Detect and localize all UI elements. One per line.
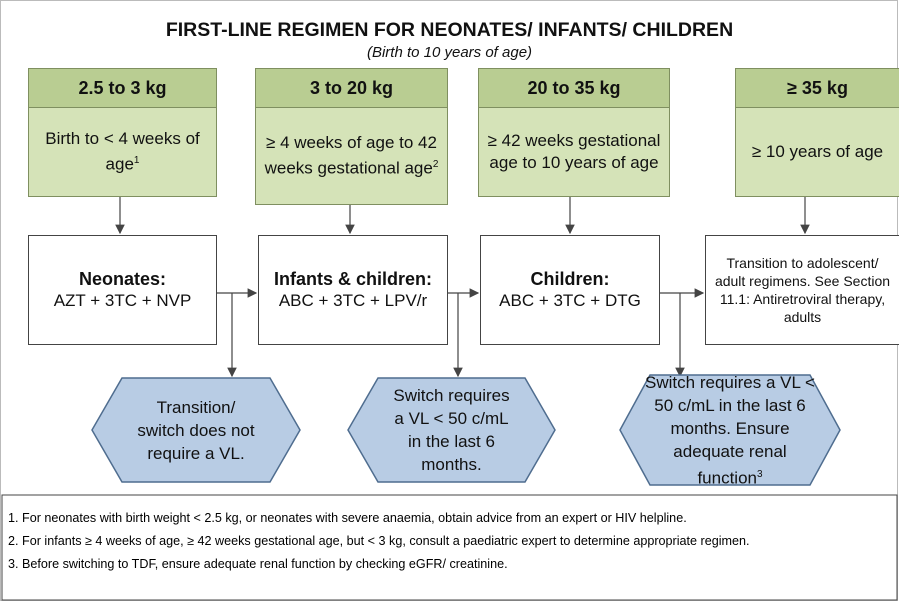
weight-header: 2.5 to 3 kg [28,68,217,108]
age-box: ≥ 10 years of age [735,107,899,197]
regimen-label: Children: [530,269,610,289]
switch-note: Switch requires a VL < 50 c/mL in the la… [348,378,555,482]
footnote-ref: 1 [133,155,140,167]
switch-text: Switch requires a VL < 50 c/mL in the la… [393,386,510,474]
weight-header: 3 to 20 kg [255,68,448,108]
regimen-box: Neonates: AZT + 3TC + NVP [28,235,217,345]
hexagon [619,374,841,486]
age-box: Birth to < 4 weeks of age1 [28,107,217,197]
footnote: 2. For infants ≥ 4 weeks of age, ≥ 42 we… [8,534,750,548]
footnote-ref: 3 [756,468,763,480]
weight-header: ≥ 35 kg [735,68,899,108]
age-text: ≥ 42 weeks gestational age to 10 years o… [487,131,661,172]
regimen-box: Transition to adolescent/ adult regimens… [705,235,899,345]
regimen: AZT + 3TC + NVP [53,291,192,310]
regimen-box: Children: ABC + 3TC + DTG [480,235,660,345]
regimen-box: Infants & children: ABC + 3TC + LPV/r [258,235,448,345]
hexagon [91,377,301,483]
subtitle: (Birth to 10 years of age) [366,43,533,61]
switch-note: Transition/ switch does not require a VL… [92,378,300,482]
regimen-label: Infants & children: [273,269,432,289]
footnote-ref: 2 [432,159,439,171]
switch-text: Transition/ switch does not require a VL… [137,397,255,463]
age-text: ≥ 4 weeks of age to 42 weeks gestational… [264,133,437,178]
footnote-box [1,494,898,601]
regimen: ABC + 3TC + DTG [499,291,641,310]
age-text: Birth to < 4 weeks of age [45,129,200,174]
title: FIRST-LINE REGIMEN FOR NEONATES/ INFANTS… [165,18,734,41]
age-box: ≥ 4 weeks of age to 42 weeks gestational… [255,107,448,205]
footnote: 3. Before switching to TDF, ensure adequ… [8,557,508,571]
regimen-label: Neonates: [78,269,167,289]
footnote: 1. For neonates with birth weight < 2.5 … [8,511,687,525]
switch-text: Switch requires a VL < 50 c/mL in the la… [645,372,815,488]
age-text: ≥ 10 years of age [751,142,884,161]
hexagon [347,377,556,483]
regimen: Transition to adolescent/ adult regimens… [714,255,891,325]
age-box: ≥ 42 weeks gestational age to 10 years o… [478,107,670,197]
weight-header: 20 to 35 kg [478,68,670,108]
switch-note: Switch requires a VL < 50 c/mL in the la… [620,372,840,488]
regimen: ABC + 3TC + LPV/r [278,291,428,310]
